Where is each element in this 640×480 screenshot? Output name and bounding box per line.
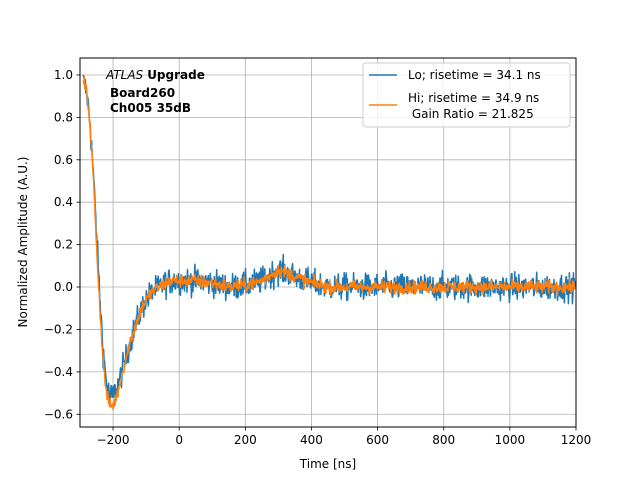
legend: Lo; risetime = 34.1 ns Hi; risetime = 34…: [362, 62, 571, 128]
series-layer: [82, 74, 576, 411]
annotation-experiment: ATLAS: [105, 68, 144, 82]
x-axis-label: Time [ns]: [299, 457, 356, 471]
x-tick-label: 200: [234, 433, 257, 447]
y-tick-label: 0.0: [54, 280, 73, 294]
y-tick-label: 0.6: [54, 153, 73, 167]
x-tick-label: 600: [366, 433, 389, 447]
y-tick-label: −0.4: [44, 365, 73, 379]
legend-entry-gain-ratio: Gain Ratio = 21.825: [408, 107, 534, 121]
annotation-tag: Upgrade: [147, 68, 205, 82]
annotation-title: ATLAS Upgrade: [105, 68, 205, 82]
y-tick-label: 0.8: [54, 110, 73, 124]
annotation-board: Board260: [110, 86, 175, 100]
annotation-channel: Ch005 35dB: [110, 101, 191, 115]
y-axis: −0.6 −0.4 −0.2 0.0 0.2 0.4 0.6 0.8 1.0: [44, 68, 80, 421]
x-tick-label: −200: [97, 433, 130, 447]
legend-entry-lo: Lo; risetime = 34.1 ns: [408, 68, 541, 82]
legend-entry-hi: Hi; risetime = 34.9 ns: [408, 91, 539, 105]
x-tick-label: 400: [300, 433, 323, 447]
x-tick-label: 800: [432, 433, 455, 447]
y-tick-label: 0.4: [54, 195, 73, 209]
x-tick-label: 1000: [495, 433, 526, 447]
y-tick-label: −0.2: [44, 322, 73, 336]
annotation: ATLAS Upgrade Board260 Ch005 35dB: [105, 68, 205, 115]
y-tick-label: 1.0: [54, 68, 73, 82]
y-tick-label: −0.6: [44, 407, 73, 421]
y-tick-label: 0.2: [54, 238, 73, 252]
x-tick-label: 1200: [561, 433, 592, 447]
y-axis-label: Normalized Amplitude (A.U.): [16, 157, 30, 328]
series-line-hi: [82, 75, 576, 411]
plot-frame: [79, 57, 577, 428]
x-tick-label: 0: [175, 433, 183, 447]
x-axis: −200 0 200 400 600 800 1000 1200: [97, 427, 592, 447]
legend-box: [362, 62, 571, 128]
